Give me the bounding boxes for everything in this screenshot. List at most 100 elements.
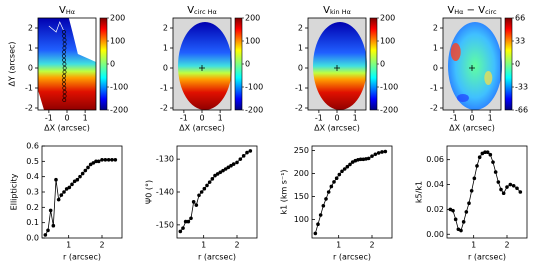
kinemetry-center [62,46,67,50]
data-point [345,164,350,169]
data-point [364,157,368,161]
x-tick-label: -1 [45,114,53,123]
x-tick-label: 2 [99,241,104,250]
data-point [511,183,516,188]
x-tick-label: 0 [64,114,69,123]
colorbar-tick-label: 100 [380,37,395,46]
y-tick-label: -140 [156,188,174,197]
colorbar-tick-label: -100 [110,83,128,92]
y-tick-label: 0.04 [426,180,444,189]
kinemetry-center [62,34,67,38]
center-cross [469,65,475,71]
x-tick-label: 2 [504,241,509,250]
data-point [178,229,183,234]
x-tick-label: 2 [369,241,374,250]
y-tick-label: 250 [294,146,309,155]
data-point [86,165,90,170]
data-point [324,197,328,201]
colorbar-tick-label: -66 [515,106,528,115]
data-point [467,201,471,205]
y-axis-label: ΔY (arcsec) [8,41,17,86]
title-subscript: Hα [454,8,463,16]
y-tick-label: 0.3 [26,188,39,197]
data-point [103,158,108,162]
y-tick-label: 2 [298,24,303,33]
data-point [350,160,355,164]
x-tick-label: 1 [83,114,88,123]
data-point [518,190,523,194]
data-point [48,208,53,213]
colorbar-tick-label: -200 [380,106,398,115]
x-axis-label: ΔX (arcsec) [44,124,90,133]
y-axis-label: Ψ0 (°) [145,180,154,204]
y-tick-label: -150 [156,220,174,229]
data-point [75,177,80,182]
y-tick-label: 100 [294,215,309,224]
y-tick-label: -2 [430,104,438,113]
data-point [197,193,201,198]
data-point [477,155,482,159]
data-point [483,150,487,155]
velocity-field [313,22,367,110]
kinemetry-center [62,50,66,54]
colorbar-tick-label: -200 [110,106,128,115]
data-point [245,150,249,155]
x-tick-label: 0 [334,114,339,123]
colorbar-tick-label: -33 [515,83,528,92]
data-point [210,177,215,181]
kinemetry-center [62,30,66,34]
title-text: V [187,5,194,16]
data-point [238,157,243,161]
y-tick-label: 0.2 [26,203,39,212]
data-point [106,158,111,162]
data-point [340,169,344,174]
y-tick-label: 0.06 [426,155,444,164]
x-axis-label: ΔX (arcsec) [449,124,495,133]
y-tick-label: -1 [430,84,438,93]
data-point [207,180,212,184]
y-axis-label: k1 (km s⁻¹) [280,169,289,214]
colorbar-tick-label: 100 [245,37,260,46]
data-point [318,213,323,217]
colorbar [234,17,243,111]
data-point [96,159,101,164]
map-title: Vkin Hα [323,5,351,16]
y-tick-label: -2 [25,104,33,113]
data-point [94,159,98,164]
colorbar-tick-label: 100 [110,37,125,46]
title-text: V [323,5,330,16]
data-point [51,223,56,228]
data-point [221,168,225,173]
x-tick-label: 1 [201,241,206,250]
data-point [329,184,334,189]
data-point [358,157,363,162]
x-tick-label: 2 [234,241,239,250]
y-tick-label: -2 [160,104,168,113]
data-point [186,219,191,224]
x-axis-label: ΔX (arcsec) [314,124,360,133]
y-tick-label: -130 [156,155,174,164]
y-tick-label: 0.0 [26,234,39,243]
x-tick-label: 1 [218,114,223,123]
title-subscript: circ Hα [194,8,217,16]
colorbar-tick-label: -200 [245,106,263,115]
data-point [348,162,352,167]
kinemetry-center [62,74,67,78]
data-point [475,164,479,168]
data-point [461,220,466,224]
y-tick-label: -1 [160,84,168,93]
data-point [505,185,509,189]
colorbar-tick-label: 0 [515,60,520,69]
data-point [488,152,493,157]
x-tick-label: 1 [353,114,358,123]
trace [48,21,64,33]
x-tick-label: -1 [315,114,323,123]
data-point [453,217,458,222]
kinemetry-center [62,54,66,58]
y-tick-label: 1 [433,44,438,53]
data-point [189,216,193,221]
data-point [83,168,88,173]
y-tick-label: -2 [295,104,303,113]
kinemetry-center [62,98,67,102]
y-tick-label: 0 [433,64,438,73]
